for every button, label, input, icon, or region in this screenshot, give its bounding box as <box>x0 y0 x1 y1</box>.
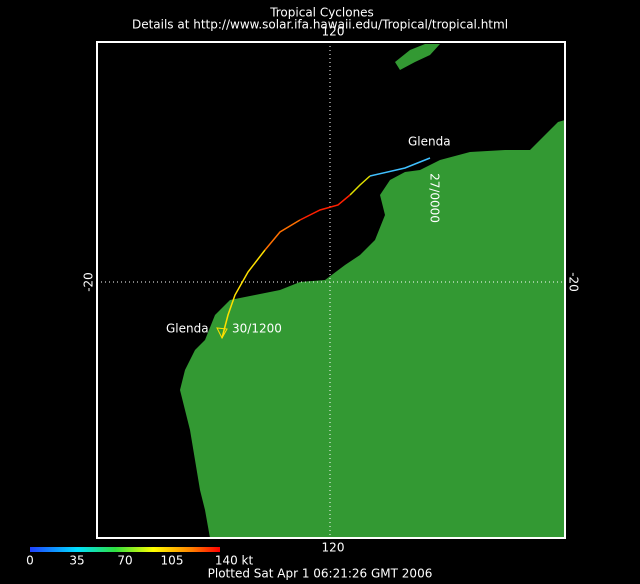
storm-name: Glenda <box>166 322 209 336</box>
footer: Plotted Sat Apr 1 06:21:26 GMT 2006 <box>208 567 433 581</box>
scale-label: 70 <box>117 554 132 568</box>
land <box>180 120 565 538</box>
map-frame <box>96 41 566 539</box>
scale-label: 0 <box>26 554 34 568</box>
track-segment <box>264 219 301 251</box>
island <box>395 44 440 70</box>
scale-label: 105 <box>161 554 184 568</box>
longitude-label: 120 <box>322 541 345 555</box>
latitude-label: -20 <box>567 272 581 292</box>
storm-time: 30/1200 <box>232 322 282 336</box>
storm-name: Glenda <box>408 135 451 149</box>
track-segment <box>221 249 266 339</box>
storm-track <box>221 157 431 339</box>
subtitle: Details at http://www.solar.ifa.hawaii.e… <box>132 18 508 32</box>
track-segment <box>369 157 431 177</box>
track-segment <box>349 175 371 196</box>
storm-time: 27/0000 <box>428 173 442 223</box>
track-segment <box>299 194 351 221</box>
scale-label: 35 <box>69 554 84 568</box>
title: Tropical Cyclones <box>269 6 374 20</box>
scale-label: 140 kt <box>215 554 254 568</box>
latitude-label: -20 <box>82 272 96 292</box>
track-arrow <box>216 327 228 340</box>
intensity-scale <box>30 547 220 552</box>
longitude-label: 120 <box>322 25 345 39</box>
